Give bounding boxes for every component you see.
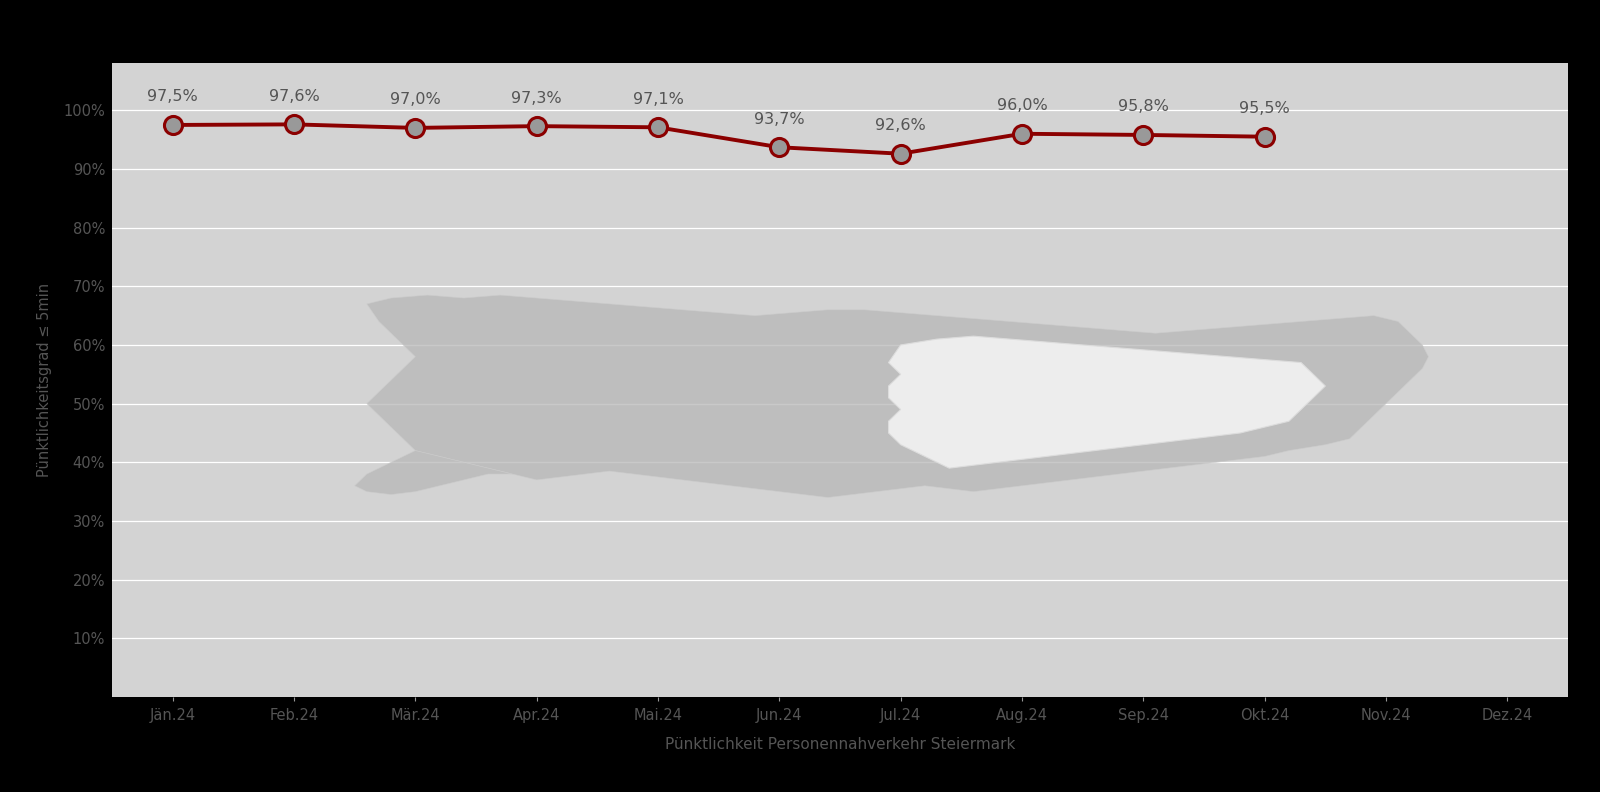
- Y-axis label: Pünktlichkeitsgrad ≤ 5min: Pünktlichkeitsgrad ≤ 5min: [37, 283, 53, 478]
- Text: 97,3%: 97,3%: [512, 90, 562, 105]
- Text: 95,5%: 95,5%: [1240, 101, 1290, 116]
- Text: 97,5%: 97,5%: [147, 89, 198, 105]
- Text: 95,8%: 95,8%: [1118, 100, 1168, 114]
- Text: 96,0%: 96,0%: [997, 98, 1048, 113]
- Polygon shape: [888, 336, 1325, 468]
- Text: 97,6%: 97,6%: [269, 89, 320, 104]
- Text: 97,0%: 97,0%: [390, 93, 440, 108]
- Text: 92,6%: 92,6%: [875, 118, 926, 133]
- X-axis label: Pünktlichkeit Personennahverkehr Steiermark: Pünktlichkeit Personennahverkehr Steierm…: [666, 737, 1014, 752]
- Text: 97,1%: 97,1%: [632, 92, 683, 107]
- Polygon shape: [366, 295, 1429, 497]
- Polygon shape: [355, 451, 512, 494]
- Text: 93,7%: 93,7%: [754, 112, 805, 127]
